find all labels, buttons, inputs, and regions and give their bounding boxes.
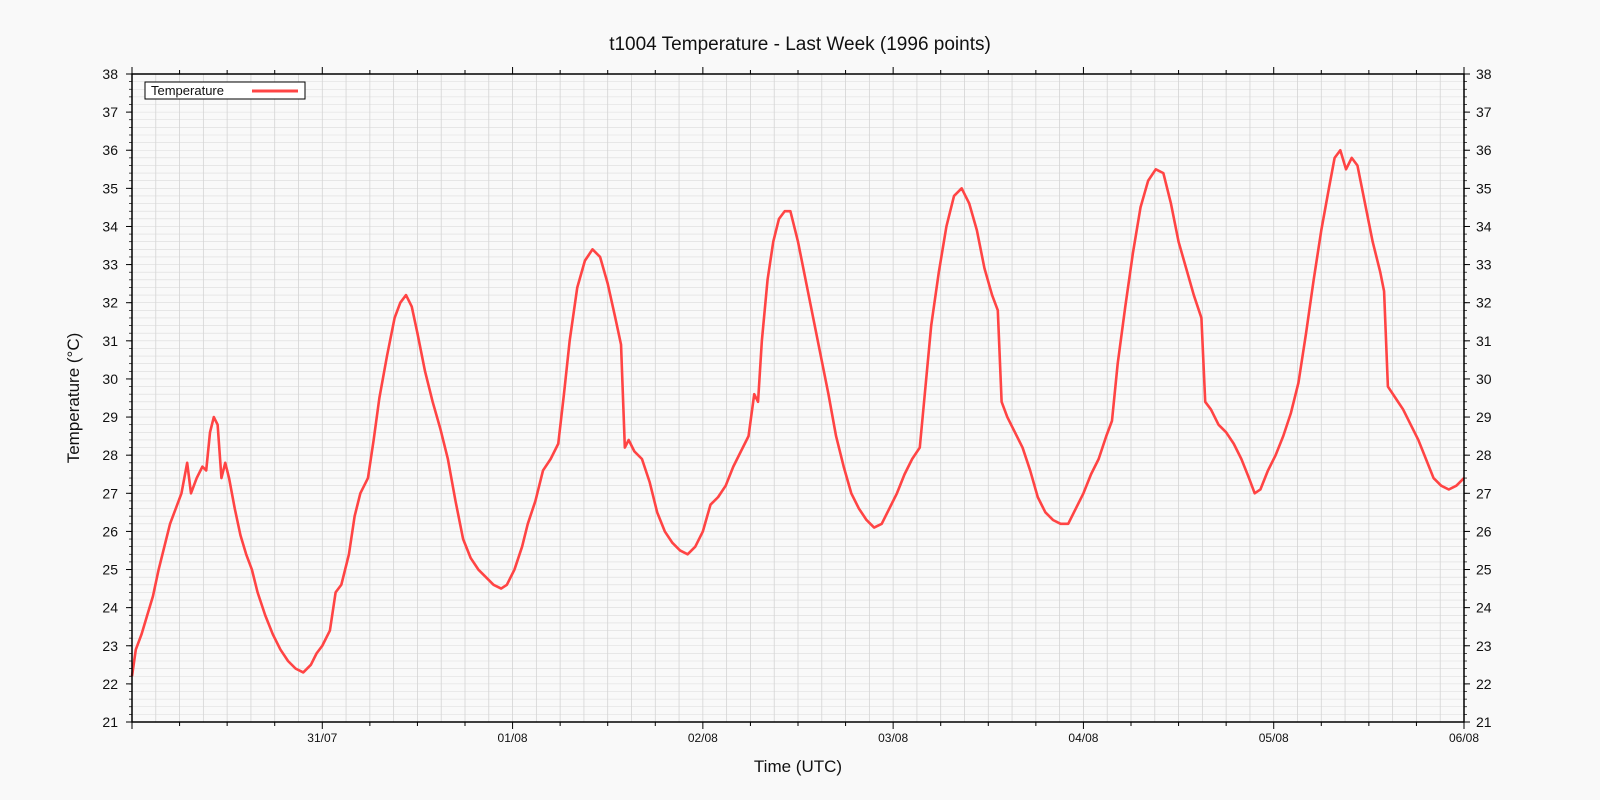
y-tick-label-right: 34 [1476, 218, 1492, 234]
series-line-temperature [130, 148, 1465, 677]
y-tick-label-left: 34 [102, 218, 118, 234]
y-tick-label-right: 27 [1476, 485, 1492, 501]
y-tick-label-left: 30 [102, 371, 118, 387]
y-tick-label-left: 26 [102, 523, 118, 539]
legend: Temperature [144, 81, 306, 100]
y-tick-label-left: 38 [102, 66, 118, 82]
plot-area: 21 21 22 22 23 23 24 24 25 25 26 26 27 27 28 28 29 29 30 30… [102, 66, 1491, 745]
x-tick-label: 05/08 [1259, 731, 1289, 745]
y-tick-label-right: 31 [1476, 333, 1492, 349]
y-tick-label-left: 35 [102, 180, 118, 196]
y-tick-label-right: 38 [1476, 66, 1492, 82]
x-tick-label: 03/08 [878, 731, 908, 745]
y-tick-label-right: 32 [1476, 295, 1492, 311]
x-tick-label: 04/08 [1068, 731, 1098, 745]
y-tick-label-right: 30 [1476, 371, 1492, 387]
y-tick-label-right: 29 [1476, 409, 1492, 425]
y-tick-label-left: 27 [102, 485, 118, 501]
y-tick-label-left: 25 [102, 562, 118, 578]
legend-label: Temperature [151, 83, 224, 98]
y-tick-label-left: 36 [102, 142, 118, 158]
x-tick-label: 06/08 [1449, 731, 1479, 745]
series-layer [130, 148, 1465, 677]
y-tick-label-right: 25 [1476, 562, 1492, 578]
y-tick-label-right: 35 [1476, 180, 1492, 196]
y-tick-label-left: 28 [102, 447, 118, 463]
y-tick-label-right: 28 [1476, 447, 1492, 463]
y-tick-label-left: 29 [102, 409, 118, 425]
y-tick-label-right: 36 [1476, 142, 1492, 158]
y-tick-label-right: 22 [1476, 676, 1492, 692]
y-tick-label-left: 22 [102, 676, 118, 692]
x-tick-label: 02/08 [688, 731, 718, 745]
y-tick-label-left: 24 [102, 600, 118, 616]
y-tick-label-left: 33 [102, 257, 118, 273]
y-tick-label-left: 31 [102, 333, 118, 349]
chart-title: t1004 Temperature - Last Week (1996 poin… [609, 34, 991, 55]
y-tick-label-right: 23 [1476, 638, 1492, 654]
y-tick-label-left: 23 [102, 638, 118, 654]
x-axis-label: Time (UTC) [754, 757, 842, 776]
y-axis-label: Temperature (°C) [64, 333, 83, 464]
y-tick-label-left: 37 [102, 104, 118, 120]
y-tick-label-right: 21 [1476, 714, 1492, 730]
y-tick-label-left: 32 [102, 295, 118, 311]
y-tick-label-right: 33 [1476, 257, 1492, 273]
y-tick-label-left: 21 [102, 714, 118, 730]
y-tick-label-right: 26 [1476, 523, 1492, 539]
x-tick-label: 31/07 [307, 731, 337, 745]
y-tick-label-right: 37 [1476, 104, 1492, 120]
axis-ticks: 21 21 22 22 23 23 24 24 25 25 26 26 27 27 28 28 29 29 30 30… [102, 66, 1491, 745]
y-tick-label-right: 24 [1476, 600, 1492, 616]
legend-box [144, 81, 306, 100]
x-tick-label: 01/08 [498, 731, 528, 745]
